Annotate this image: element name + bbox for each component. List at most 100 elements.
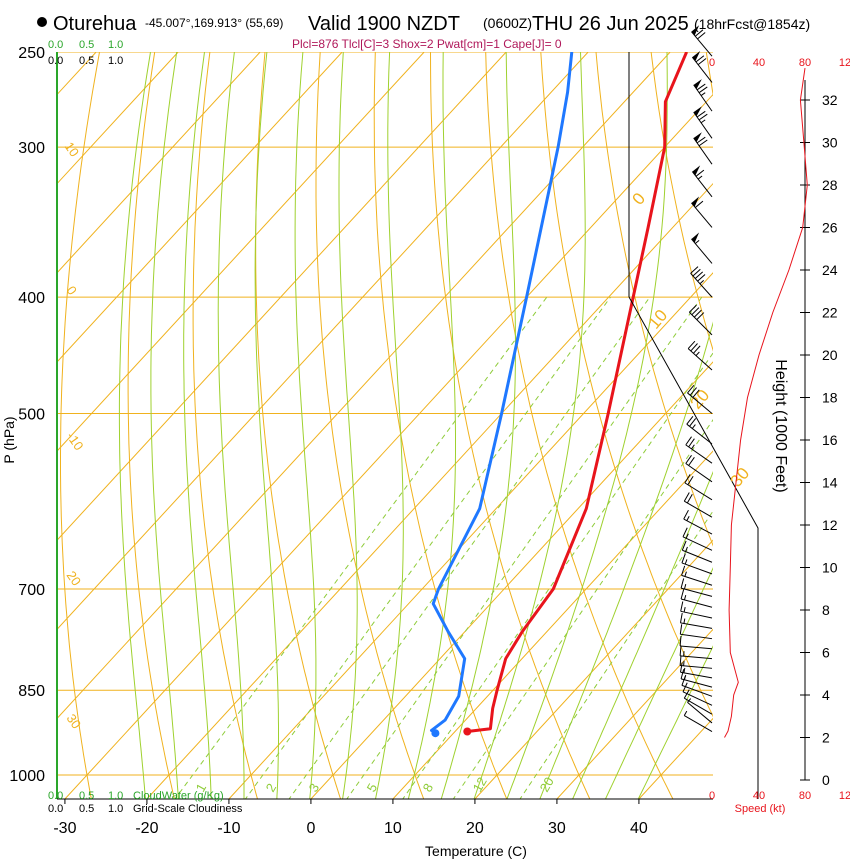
mixing-ratio-line <box>244 296 611 799</box>
wind-barb-half-flag <box>700 119 706 124</box>
wind-barb-half-flag <box>697 175 703 180</box>
speed-bottom-0: 0 <box>709 790 715 802</box>
isotherm-line <box>57 52 507 541</box>
wind-barb <box>686 416 713 445</box>
height-tick-label: 16 <box>822 432 838 448</box>
wind-barb-flag <box>692 268 701 277</box>
wind-barb-flag <box>690 343 698 352</box>
wind-barb-pennant <box>691 25 700 36</box>
mixing-ratio-label: 12 <box>470 774 490 794</box>
wind-barb <box>691 196 713 228</box>
y-axis-title: P (hPa) <box>1 416 17 463</box>
wind-barb <box>679 655 713 669</box>
cloud-top-1: 1.0 <box>108 39 123 51</box>
wind-barb <box>683 710 713 732</box>
moist-adiabat <box>294 52 317 799</box>
x-axis-title: Temperature (C) <box>425 843 527 859</box>
height-tick-label: 0 <box>822 772 830 788</box>
wind-barb-flag <box>697 274 706 282</box>
height-tick-label: 8 <box>822 602 830 618</box>
wind-barb-flag <box>689 387 697 396</box>
x-tick-label: 40 <box>630 820 648 837</box>
cloud-bottom-05: 0.5 <box>79 790 94 802</box>
moist-adiabat <box>539 321 713 799</box>
speed-bottom-40: 40 <box>753 790 765 802</box>
wind-barb-half-flag <box>691 424 696 429</box>
wind-barb-staff <box>685 463 713 483</box>
speed-top-80: 80 <box>799 57 811 69</box>
height-tick-label: 6 <box>822 645 830 661</box>
wind-barb-staff <box>693 137 713 165</box>
moist-adiabat <box>118 52 152 799</box>
moist-adiabat <box>572 471 713 799</box>
wind-barb <box>691 51 713 83</box>
wind-barb-staff <box>680 587 713 597</box>
dry-adiabat <box>540 52 713 718</box>
pressure-label: 400 <box>18 290 45 307</box>
wind-barb <box>682 682 713 706</box>
wind-barb-staff <box>689 311 713 336</box>
wind-barb-flag <box>698 113 708 121</box>
pressure-label: 250 <box>18 45 45 62</box>
wind-barb-half-flag <box>683 618 686 624</box>
wind-barb-staff <box>687 701 713 724</box>
wind-barb-flag <box>696 136 706 144</box>
speed-bottom-12: 12 <box>839 790 850 802</box>
wind-barb-half-flag <box>683 667 686 673</box>
wind-barb-flag <box>695 55 705 63</box>
wind-barb-flag <box>688 438 695 448</box>
isotherm-line <box>57 52 589 631</box>
wind-barb <box>682 527 713 551</box>
wind-barb <box>680 669 713 688</box>
x-tick-label: -20 <box>135 820 158 837</box>
wind-barb-staff <box>681 574 713 586</box>
height-tick-label: 28 <box>822 177 838 193</box>
wind-barb-half-flag <box>691 444 695 450</box>
moist-adiabat <box>217 52 245 799</box>
wind-barb-flag <box>696 83 706 91</box>
dry-adiabat-label: 10 <box>62 139 83 159</box>
wind-barb-staff <box>682 549 713 563</box>
wind-barb <box>679 635 713 650</box>
mixing-ratio-label: 2 <box>263 781 280 795</box>
wind-barb <box>687 340 713 371</box>
wind-barb <box>685 436 713 464</box>
isotherm-line <box>64 93 713 799</box>
wind-barb-pennant <box>693 132 702 143</box>
wind-barb-half-flag <box>683 584 687 590</box>
moist-adiabat <box>254 52 279 799</box>
wind-barb-flag <box>682 527 688 538</box>
wind-barb <box>685 455 713 483</box>
wind-barb-staff <box>680 610 713 619</box>
moist-adiabat-label: 0 <box>629 189 650 208</box>
wind-barb-half-flag <box>684 559 688 565</box>
x-tick-label: 20 <box>466 820 484 837</box>
dewpoint-line <box>430 52 574 735</box>
isotherm-line <box>57 52 179 185</box>
wind-barb-staff <box>683 518 713 535</box>
wind-barb-flag <box>691 307 700 316</box>
wind-barb-half-flag <box>686 516 690 521</box>
wind-barb-half-flag <box>683 674 687 680</box>
utc-time: (0600Z) <box>483 15 532 31</box>
wind-barb <box>693 79 713 112</box>
wind-barb-flag <box>687 475 694 485</box>
wind-barb-staff <box>693 84 713 112</box>
isotherm-line <box>392 450 713 799</box>
cloud-bottom-1: 1.0 <box>108 790 123 802</box>
x-tick-label: 0 <box>306 820 315 837</box>
wind-barb-flag <box>686 416 694 425</box>
wind-barb-half-flag <box>700 92 706 96</box>
isotherm-line <box>57 52 425 452</box>
wind-barb-staff <box>693 111 713 139</box>
wind-barb-flag <box>680 601 684 612</box>
dry-adiabat-label: 20 <box>64 568 85 588</box>
dry-adiabat <box>595 52 713 547</box>
wind-barb-flag <box>693 345 701 354</box>
height-tick-label: 22 <box>822 305 838 321</box>
wind-barb-half-flag <box>683 710 688 716</box>
wind-barb-flag <box>679 655 682 666</box>
plot-frame <box>56 52 759 804</box>
station-coords: -45.007°,169.913° (55,69) <box>145 16 283 30</box>
